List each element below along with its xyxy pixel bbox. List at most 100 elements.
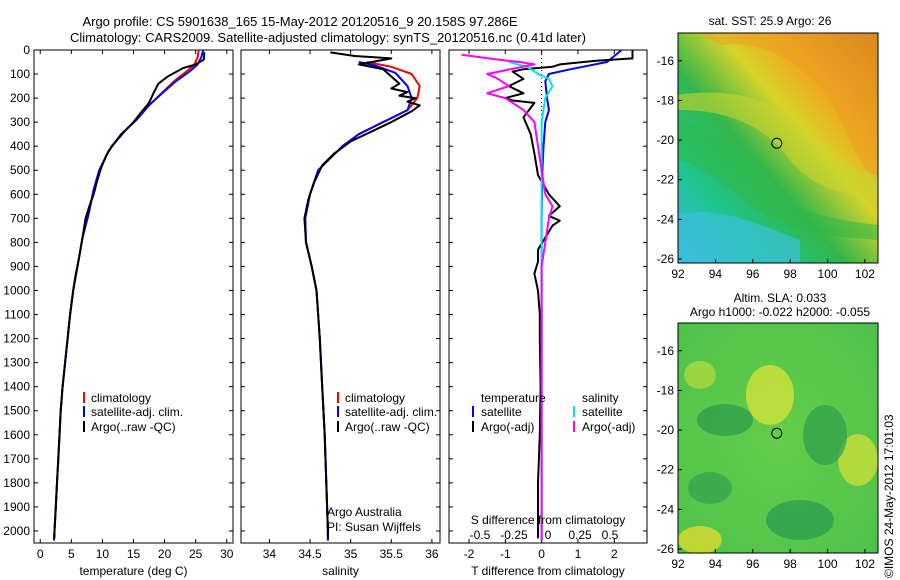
legend-label-climatology: climatology [91, 391, 151, 405]
map-x-tick-label: 92 [671, 267, 685, 281]
imos-timestamp: ©IMOS 24-May-2012 17:01:03 [882, 414, 896, 578]
map-x-tick-label: 96 [746, 267, 760, 281]
x-tick-label: 34 [263, 547, 277, 561]
map-y-tick-label: -18 [657, 93, 675, 107]
series-line-argo-raw-qc [53, 52, 206, 539]
y-tick-label: 2000 [3, 524, 30, 538]
legend-label-satellite: satellite-adj. clim. [91, 405, 183, 419]
sla-dark-patch [803, 405, 847, 465]
legend-label-t-argo: Argo(-adj) [481, 420, 534, 434]
x-axis-label: temperature (deg C) [79, 564, 187, 578]
y-tick-label: 1100 [4, 308, 30, 322]
map-y-tick-label: -24 [657, 502, 675, 516]
argo-float-marker [771, 427, 783, 439]
sst-warm-patch [700, 33, 878, 180]
legend-label-argo: Argo(..raw -QC) [91, 420, 176, 434]
map-y-tick-label: -24 [657, 212, 675, 226]
x-tick-label: 35 [344, 547, 358, 561]
map-y-tick-label: -26 [657, 252, 675, 266]
x-tick-label: 10 [96, 547, 110, 561]
x-axis-label: salinity [322, 564, 359, 578]
x-tick-label: 5 [68, 547, 75, 561]
x-tick-label: 20 [158, 547, 172, 561]
sla-yellow-patch [678, 526, 722, 554]
y-tick-label: 900 [10, 259, 30, 273]
series-line-t-argo-adj [504, 50, 634, 539]
y-tick-label: 200 [10, 91, 30, 105]
series-line-climatology [304, 61, 421, 541]
map-x-tick-label: 100 [818, 557, 838, 571]
legend-label-satellite: satellite-adj. clim. [345, 405, 437, 419]
x-tick-label: 35.5 [380, 547, 404, 561]
map-x-tick-label: 100 [818, 267, 838, 281]
salinity-panel: 34 34.5 35 35.5 36 salinity [240, 49, 441, 578]
y-tick-label: 1800 [3, 476, 30, 490]
s-tick-label: 0 [545, 528, 552, 542]
y-tick-label: 600 [10, 187, 30, 201]
y-tick-label: 1600 [3, 428, 30, 442]
y-tick-label: 1300 [3, 356, 30, 370]
sla-map-title-line2: Argo h1000: -0.022 h2000: -0.055 [690, 305, 870, 319]
map-x-tick-label: 92 [671, 557, 685, 571]
sla-map-title-line1: Altim. SLA: 0.033 [734, 291, 827, 305]
map-y-tick-label: -20 [657, 133, 675, 147]
sla-frame [677, 322, 879, 554]
x-tick-label: 1 [575, 547, 582, 561]
s-difference-label: S difference from climatology [471, 513, 626, 527]
series-line-satellite-adj-clim [52, 49, 205, 541]
y-tick-label: 1500 [3, 404, 30, 418]
sla-map-axes: 92 94 96 98 100 102 -16 -18 -20 -22 -24 -26 [657, 344, 876, 571]
y-tick-label: 800 [10, 235, 30, 249]
series-line-climatology [52, 49, 200, 541]
s-tick-label: -0.25 [500, 528, 528, 542]
legend-label-climatology: climatology [345, 391, 405, 405]
sla-dark-patch [697, 404, 753, 436]
map-y-tick-label: -22 [657, 463, 675, 477]
legend-title-salinity: salinity [582, 391, 619, 405]
legend-label-t-satellite: satellite [481, 405, 522, 419]
y-tick-label: 1900 [3, 500, 30, 514]
y-tick-label: 1200 [3, 332, 30, 346]
s-tick-label: 0.5 [602, 528, 619, 542]
x-tick-label: 0 [37, 547, 44, 561]
series-line-satellite-adj-clim [304, 61, 413, 541]
x-tick-label: 2 [611, 547, 618, 561]
map-y-tick-label: -26 [657, 542, 675, 556]
plot-frame [240, 49, 441, 544]
y-tick-label: 1000 [3, 283, 30, 297]
x-tick-label: -1 [500, 547, 511, 561]
y-tick-label: 700 [10, 211, 30, 225]
sla-dark-patch [766, 500, 834, 540]
map-y-tick-label: -18 [657, 383, 675, 397]
sla-yellow-patch [684, 361, 716, 389]
difference-panel: -2 -1 0 1 2 T difference from climatology [448, 49, 648, 578]
temperature-panel: 0100200300400500600700800900100011001200… [3, 43, 233, 578]
y-tick-label: 100 [10, 67, 30, 81]
map-y-tick-label: -22 [657, 173, 675, 187]
s-tick-label: -0.5 [470, 528, 491, 542]
figure-title-line2: Climatology: CARS2009. Satellite-adjuste… [70, 30, 586, 45]
annotation-pi: PI: Susan Wijffels [327, 520, 421, 534]
x-tick-label: 36 [425, 547, 439, 561]
sst-green-band [678, 120, 878, 240]
legend-title-temperature: temperature [481, 391, 546, 405]
map-x-tick-label: 98 [783, 557, 797, 571]
temperature-legend: climatology satellite-adj. clim. Argo(..… [83, 391, 183, 434]
legend-label-s-argo: Argo(-adj) [582, 420, 635, 434]
map-x-tick-label: 96 [746, 557, 760, 571]
x-tick-label: 34.5 [298, 547, 322, 561]
map-y-tick-label: -16 [657, 344, 675, 358]
sst-map-title: sat. SST: 25.9 Argo: 26 [709, 14, 832, 28]
salinity-legend: climatology satellite-adj. clim. Argo(..… [337, 391, 437, 434]
map-x-tick-label: 98 [783, 267, 797, 281]
x-tick-label: -2 [464, 547, 475, 561]
map-x-tick-label: 94 [709, 267, 723, 281]
map-x-tick-label: 102 [855, 267, 875, 281]
difference-legend: temperature satellite Argo(-adj) salinit… [472, 391, 635, 434]
x-tick-label: 15 [127, 547, 141, 561]
legend-label-s-satellite: satellite [582, 405, 623, 419]
x-tick-label: 0 [538, 547, 545, 561]
sst-map-axes: 92 94 96 98 100 102 -16 -18 -20 -22 -24 -26 [657, 54, 876, 281]
sst-frame [677, 32, 879, 264]
